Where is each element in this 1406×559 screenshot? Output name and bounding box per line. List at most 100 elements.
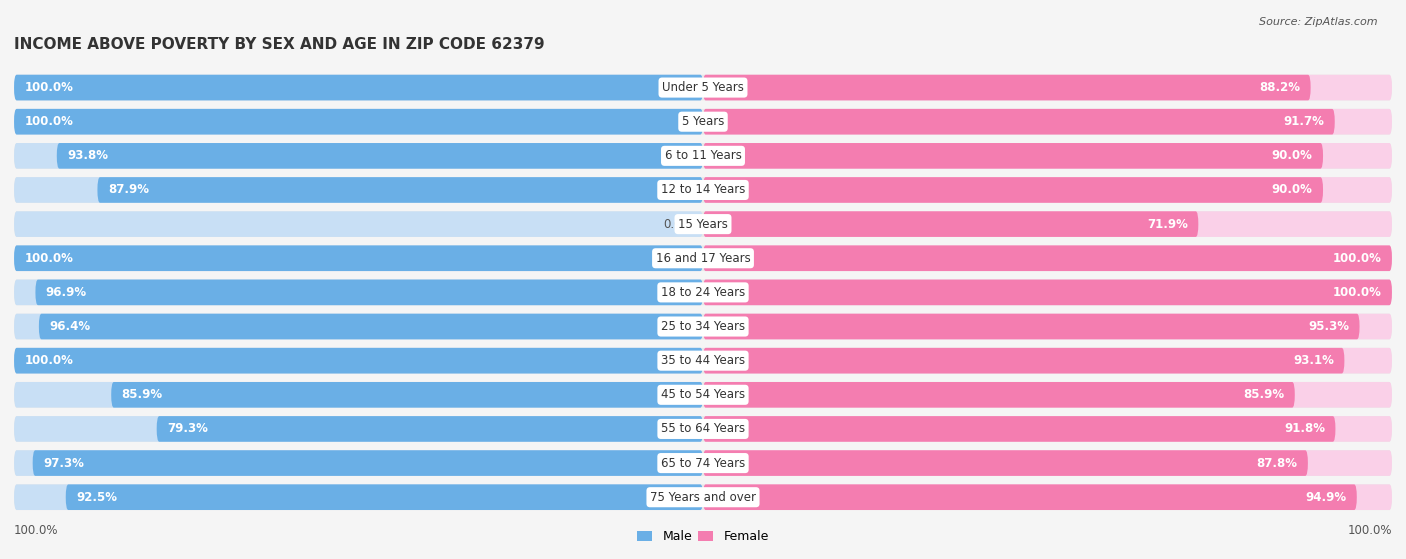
FancyBboxPatch shape — [14, 75, 703, 101]
Text: 75 Years and over: 75 Years and over — [650, 491, 756, 504]
FancyBboxPatch shape — [703, 280, 1392, 305]
Text: 79.3%: 79.3% — [167, 423, 208, 435]
Text: 35 to 44 Years: 35 to 44 Years — [661, 354, 745, 367]
Text: 85.9%: 85.9% — [121, 389, 163, 401]
Text: 100.0%: 100.0% — [1333, 286, 1382, 299]
FancyBboxPatch shape — [703, 485, 1392, 510]
FancyBboxPatch shape — [703, 382, 1295, 408]
Text: 100.0%: 100.0% — [1333, 252, 1382, 265]
Text: 100.0%: 100.0% — [24, 81, 73, 94]
FancyBboxPatch shape — [14, 382, 703, 408]
FancyBboxPatch shape — [703, 280, 1392, 305]
FancyBboxPatch shape — [14, 314, 703, 339]
FancyBboxPatch shape — [14, 177, 703, 203]
Text: 55 to 64 Years: 55 to 64 Years — [661, 423, 745, 435]
FancyBboxPatch shape — [703, 75, 1392, 101]
FancyBboxPatch shape — [14, 382, 1392, 408]
FancyBboxPatch shape — [14, 450, 703, 476]
Text: 100.0%: 100.0% — [1347, 524, 1392, 537]
FancyBboxPatch shape — [703, 382, 1392, 408]
FancyBboxPatch shape — [14, 416, 1392, 442]
FancyBboxPatch shape — [703, 109, 1392, 135]
Text: 87.8%: 87.8% — [1257, 457, 1298, 470]
FancyBboxPatch shape — [14, 177, 1392, 203]
Text: 71.9%: 71.9% — [1147, 217, 1188, 231]
Text: INCOME ABOVE POVERTY BY SEX AND AGE IN ZIP CODE 62379: INCOME ABOVE POVERTY BY SEX AND AGE IN Z… — [14, 37, 544, 52]
Text: 65 to 74 Years: 65 to 74 Years — [661, 457, 745, 470]
FancyBboxPatch shape — [111, 382, 703, 408]
FancyBboxPatch shape — [66, 485, 703, 510]
Text: 100.0%: 100.0% — [14, 524, 59, 537]
FancyBboxPatch shape — [14, 485, 1392, 510]
FancyBboxPatch shape — [39, 314, 703, 339]
FancyBboxPatch shape — [32, 450, 703, 476]
FancyBboxPatch shape — [703, 485, 1357, 510]
FancyBboxPatch shape — [703, 416, 1392, 442]
Text: Under 5 Years: Under 5 Years — [662, 81, 744, 94]
FancyBboxPatch shape — [703, 416, 1336, 442]
FancyBboxPatch shape — [703, 348, 1392, 373]
Text: 96.4%: 96.4% — [49, 320, 90, 333]
FancyBboxPatch shape — [703, 143, 1392, 169]
FancyBboxPatch shape — [703, 245, 1392, 271]
Legend: Male, Female: Male, Female — [633, 525, 773, 548]
Text: 0.0%: 0.0% — [664, 217, 693, 231]
FancyBboxPatch shape — [14, 109, 1392, 135]
FancyBboxPatch shape — [703, 314, 1360, 339]
FancyBboxPatch shape — [14, 348, 703, 373]
FancyBboxPatch shape — [703, 177, 1323, 203]
Text: 90.0%: 90.0% — [1272, 149, 1313, 162]
FancyBboxPatch shape — [14, 245, 703, 271]
FancyBboxPatch shape — [14, 280, 1392, 305]
FancyBboxPatch shape — [703, 177, 1392, 203]
FancyBboxPatch shape — [35, 280, 703, 305]
FancyBboxPatch shape — [14, 143, 1392, 169]
Text: 100.0%: 100.0% — [24, 115, 73, 128]
Text: 88.2%: 88.2% — [1260, 81, 1301, 94]
Text: 93.8%: 93.8% — [67, 149, 108, 162]
Text: 91.8%: 91.8% — [1284, 423, 1324, 435]
FancyBboxPatch shape — [156, 416, 703, 442]
Text: 96.9%: 96.9% — [46, 286, 87, 299]
Text: 94.9%: 94.9% — [1305, 491, 1347, 504]
FancyBboxPatch shape — [14, 416, 703, 442]
Text: 92.5%: 92.5% — [76, 491, 117, 504]
FancyBboxPatch shape — [14, 485, 703, 510]
FancyBboxPatch shape — [703, 211, 1392, 237]
FancyBboxPatch shape — [14, 245, 1392, 271]
FancyBboxPatch shape — [14, 314, 1392, 339]
Text: 97.3%: 97.3% — [44, 457, 84, 470]
FancyBboxPatch shape — [703, 109, 1334, 135]
FancyBboxPatch shape — [14, 450, 1392, 476]
FancyBboxPatch shape — [14, 211, 1392, 237]
Text: 87.9%: 87.9% — [108, 183, 149, 196]
FancyBboxPatch shape — [703, 314, 1392, 339]
FancyBboxPatch shape — [703, 450, 1392, 476]
FancyBboxPatch shape — [703, 75, 1310, 101]
FancyBboxPatch shape — [14, 280, 703, 305]
FancyBboxPatch shape — [97, 177, 703, 203]
FancyBboxPatch shape — [14, 75, 1392, 101]
Text: 18 to 24 Years: 18 to 24 Years — [661, 286, 745, 299]
FancyBboxPatch shape — [703, 143, 1323, 169]
Text: 93.1%: 93.1% — [1294, 354, 1334, 367]
Text: 12 to 14 Years: 12 to 14 Years — [661, 183, 745, 196]
Text: 15 Years: 15 Years — [678, 217, 728, 231]
FancyBboxPatch shape — [14, 348, 703, 373]
Text: 100.0%: 100.0% — [24, 252, 73, 265]
FancyBboxPatch shape — [703, 450, 1308, 476]
FancyBboxPatch shape — [14, 109, 703, 135]
Text: 100.0%: 100.0% — [24, 354, 73, 367]
Text: 95.3%: 95.3% — [1308, 320, 1350, 333]
FancyBboxPatch shape — [14, 211, 703, 237]
FancyBboxPatch shape — [14, 348, 1392, 373]
Text: 90.0%: 90.0% — [1272, 183, 1313, 196]
FancyBboxPatch shape — [14, 109, 703, 135]
Text: 45 to 54 Years: 45 to 54 Years — [661, 389, 745, 401]
Text: 91.7%: 91.7% — [1284, 115, 1324, 128]
Text: 85.9%: 85.9% — [1243, 389, 1285, 401]
Text: 16 and 17 Years: 16 and 17 Years — [655, 252, 751, 265]
Text: 6 to 11 Years: 6 to 11 Years — [665, 149, 741, 162]
Text: 5 Years: 5 Years — [682, 115, 724, 128]
FancyBboxPatch shape — [703, 211, 1198, 237]
